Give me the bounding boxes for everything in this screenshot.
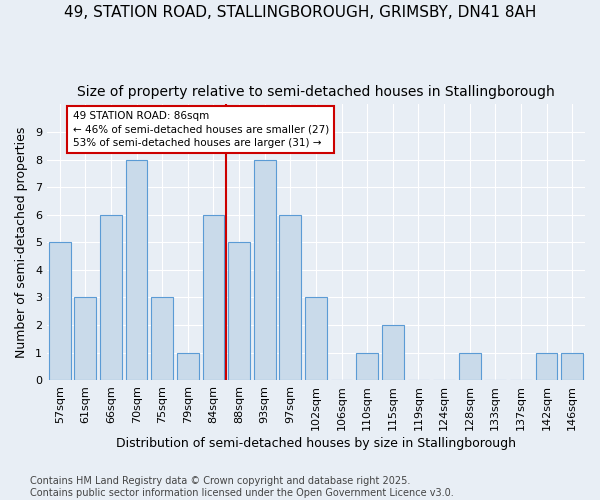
Text: 49, STATION ROAD, STALLINGBOROUGH, GRIMSBY, DN41 8AH: 49, STATION ROAD, STALLINGBOROUGH, GRIMS…: [64, 5, 536, 20]
Text: Contains HM Land Registry data © Crown copyright and database right 2025.
Contai: Contains HM Land Registry data © Crown c…: [30, 476, 454, 498]
Bar: [100, 214, 122, 380]
Bar: [305, 298, 327, 380]
Bar: [382, 325, 404, 380]
Bar: [177, 352, 199, 380]
Text: 49 STATION ROAD: 86sqm
← 46% of semi-detached houses are smaller (27)
53% of sem: 49 STATION ROAD: 86sqm ← 46% of semi-det…: [73, 111, 329, 148]
Bar: [151, 298, 173, 380]
Y-axis label: Number of semi-detached properties: Number of semi-detached properties: [15, 126, 28, 358]
Bar: [356, 352, 378, 380]
X-axis label: Distribution of semi-detached houses by size in Stallingborough: Distribution of semi-detached houses by …: [116, 437, 516, 450]
Bar: [280, 214, 301, 380]
Bar: [536, 352, 557, 380]
Bar: [203, 214, 224, 380]
Bar: [228, 242, 250, 380]
Bar: [254, 160, 275, 380]
Title: Size of property relative to semi-detached houses in Stallingborough: Size of property relative to semi-detach…: [77, 85, 555, 99]
Bar: [74, 298, 96, 380]
Bar: [561, 352, 583, 380]
Bar: [49, 242, 71, 380]
Bar: [459, 352, 481, 380]
Bar: [126, 160, 148, 380]
